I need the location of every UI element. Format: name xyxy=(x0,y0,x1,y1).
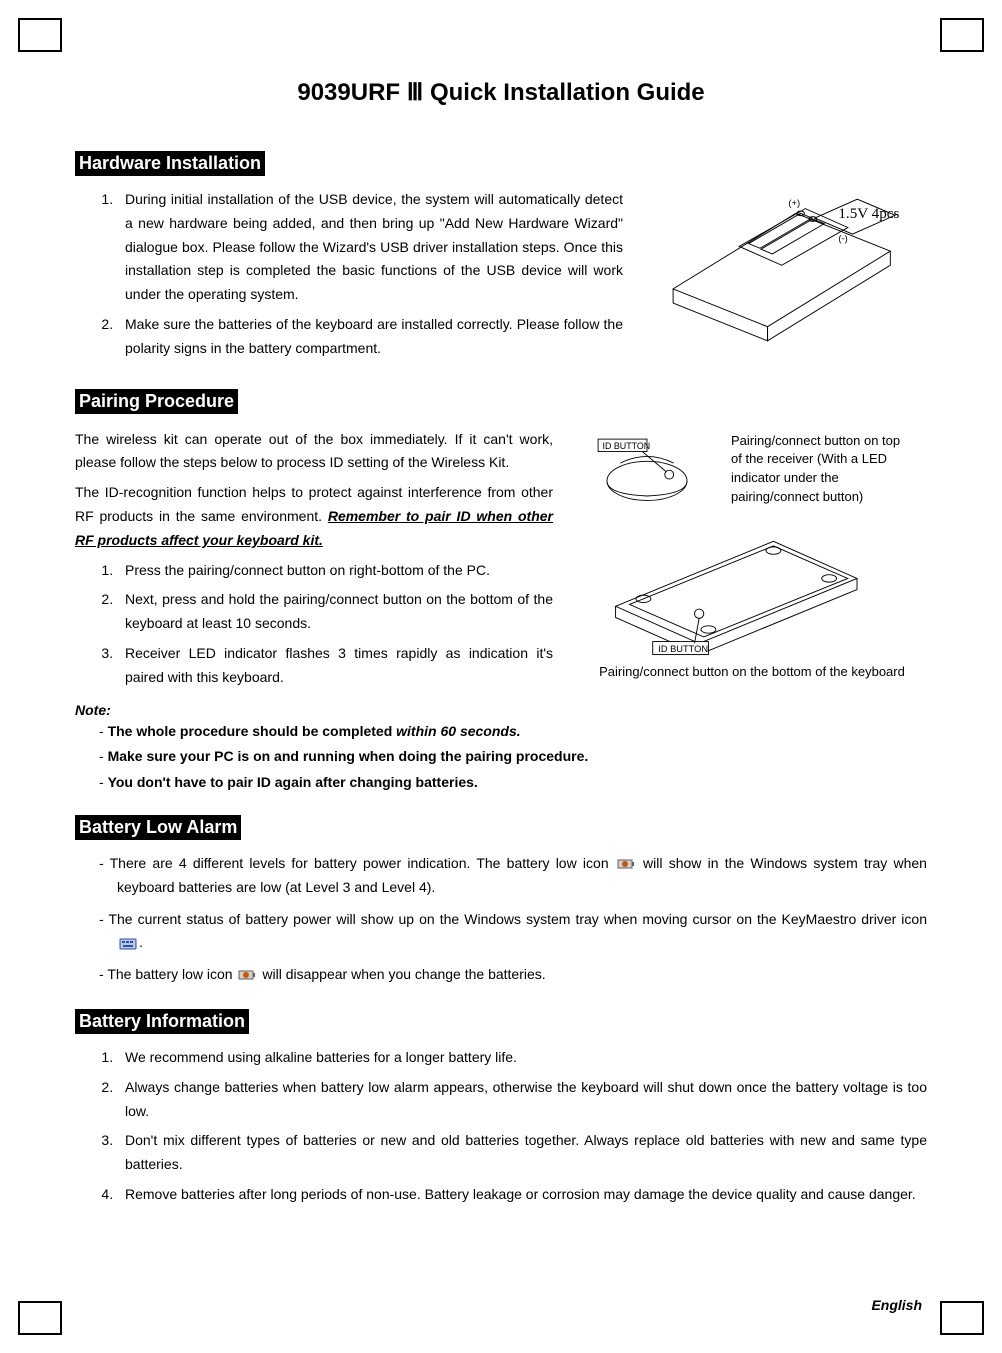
fig-minus-label: (-) xyxy=(838,234,847,245)
pairing-intro-2: The ID-recognition function helps to pro… xyxy=(75,481,553,552)
pairing-step-1: Press the pairing/connect button on righ… xyxy=(117,559,553,583)
battery-low-icon xyxy=(617,857,635,871)
receiver-figure: ID BUTTON xyxy=(577,432,717,512)
keymaestro-driver-icon xyxy=(119,937,137,951)
battlow-heading: Battery Low Alarm xyxy=(75,815,241,840)
pairing-intro-1: The wireless kit can operate out of the … xyxy=(75,428,553,476)
hardware-heading: Hardware Installation xyxy=(75,151,265,176)
battlow-item-1: There are 4 different levels for battery… xyxy=(117,852,927,900)
crop-mark-br xyxy=(940,1301,984,1335)
pairing-note-1: The whole procedure should be completed … xyxy=(117,720,927,744)
battlow-2-post: . xyxy=(139,934,143,950)
crop-mark-bl xyxy=(18,1301,62,1335)
keyboard-id-button-label: ID BUTTON xyxy=(658,643,708,653)
hardware-item-2: Make sure the batteries of the keyboard … xyxy=(117,313,623,361)
battinfo-list: We recommend using alkaline batteries fo… xyxy=(75,1046,927,1207)
battlow-3-post: will disappear when you change the batte… xyxy=(258,966,545,982)
battlow-3-pre: The battery low icon xyxy=(107,966,236,982)
battlow-item-3: The battery low icon will disappear when… xyxy=(117,963,927,987)
footer-language: English xyxy=(871,1297,922,1313)
battlow-list: There are 4 different levels for battery… xyxy=(75,852,927,987)
hardware-section: Hardware Installation During initial ins… xyxy=(75,137,927,367)
pairing-step-2: Next, press and hold the pairing/connect… xyxy=(117,588,553,636)
battlow-2-pre: The current status of battery power will… xyxy=(108,911,927,927)
pairing-note-2-text: Make sure your PC is on and running when… xyxy=(108,748,589,764)
note-label: Note: xyxy=(75,702,927,718)
pairing-note-1-pre: The whole procedure should be completed xyxy=(108,723,397,739)
pairing-steps: Press the pairing/connect button on righ… xyxy=(75,559,553,690)
crop-mark-tl xyxy=(18,18,62,52)
page-title: 9039URF Ⅲ Quick Installation Guide xyxy=(75,78,927,107)
battinfo-item-2: Always change batteries when battery low… xyxy=(117,1076,927,1124)
battery-spec-label: 1.5V 4pcs xyxy=(838,206,899,222)
pairing-heading: Pairing Procedure xyxy=(75,389,238,414)
battinfo-item-1: We recommend using alkaline batteries fo… xyxy=(117,1046,927,1070)
pairing-note-1-emph: within 60 seconds. xyxy=(396,723,520,739)
battery-figure: (+) (-) 1.5V 4pcs xyxy=(647,185,927,355)
pairing-section: The wireless kit can operate out of the … xyxy=(75,422,927,696)
receiver-id-button-label: ID BUTTON xyxy=(603,440,651,450)
pairing-notes: The whole procedure should be completed … xyxy=(75,720,927,795)
keyboard-bottom-figure-wrap: ID BUTTON Pairing/connect button on the … xyxy=(577,532,927,682)
receiver-figure-row: ID BUTTON Pairing/connect button on top … xyxy=(577,432,927,512)
battinfo-item-4: Remove batteries after long periods of n… xyxy=(117,1183,927,1207)
pairing-step-3: Receiver LED indicator flashes 3 times r… xyxy=(117,642,553,690)
hardware-list: During initial installation of the USB d… xyxy=(75,188,623,361)
receiver-caption: Pairing/connect button on top of the rec… xyxy=(731,432,911,507)
battery-low-icon-2 xyxy=(238,968,256,982)
pairing-note-3: You don't have to pair ID again after ch… xyxy=(117,771,927,795)
hardware-item-1: During initial installation of the USB d… xyxy=(117,188,623,307)
page: 9039URF Ⅲ Quick Installation Guide Hardw… xyxy=(0,0,1002,1353)
battlow-1-pre: There are 4 different levels for battery… xyxy=(110,855,615,871)
pairing-note-3-text: You don't have to pair ID again after ch… xyxy=(108,774,478,790)
battinfo-item-3: Don't mix different types of batteries o… xyxy=(117,1129,927,1177)
battlow-item-2: The current status of battery power will… xyxy=(117,908,927,956)
pairing-note-2: Make sure your PC is on and running when… xyxy=(117,745,927,769)
crop-mark-tr xyxy=(940,18,984,52)
battinfo-heading: Battery Information xyxy=(75,1009,249,1034)
keyboard-bottom-figure: ID BUTTON xyxy=(577,532,877,662)
keyboard-bottom-caption: Pairing/connect button on the bottom of … xyxy=(577,663,927,682)
fig-plus-label: (+) xyxy=(788,198,800,209)
